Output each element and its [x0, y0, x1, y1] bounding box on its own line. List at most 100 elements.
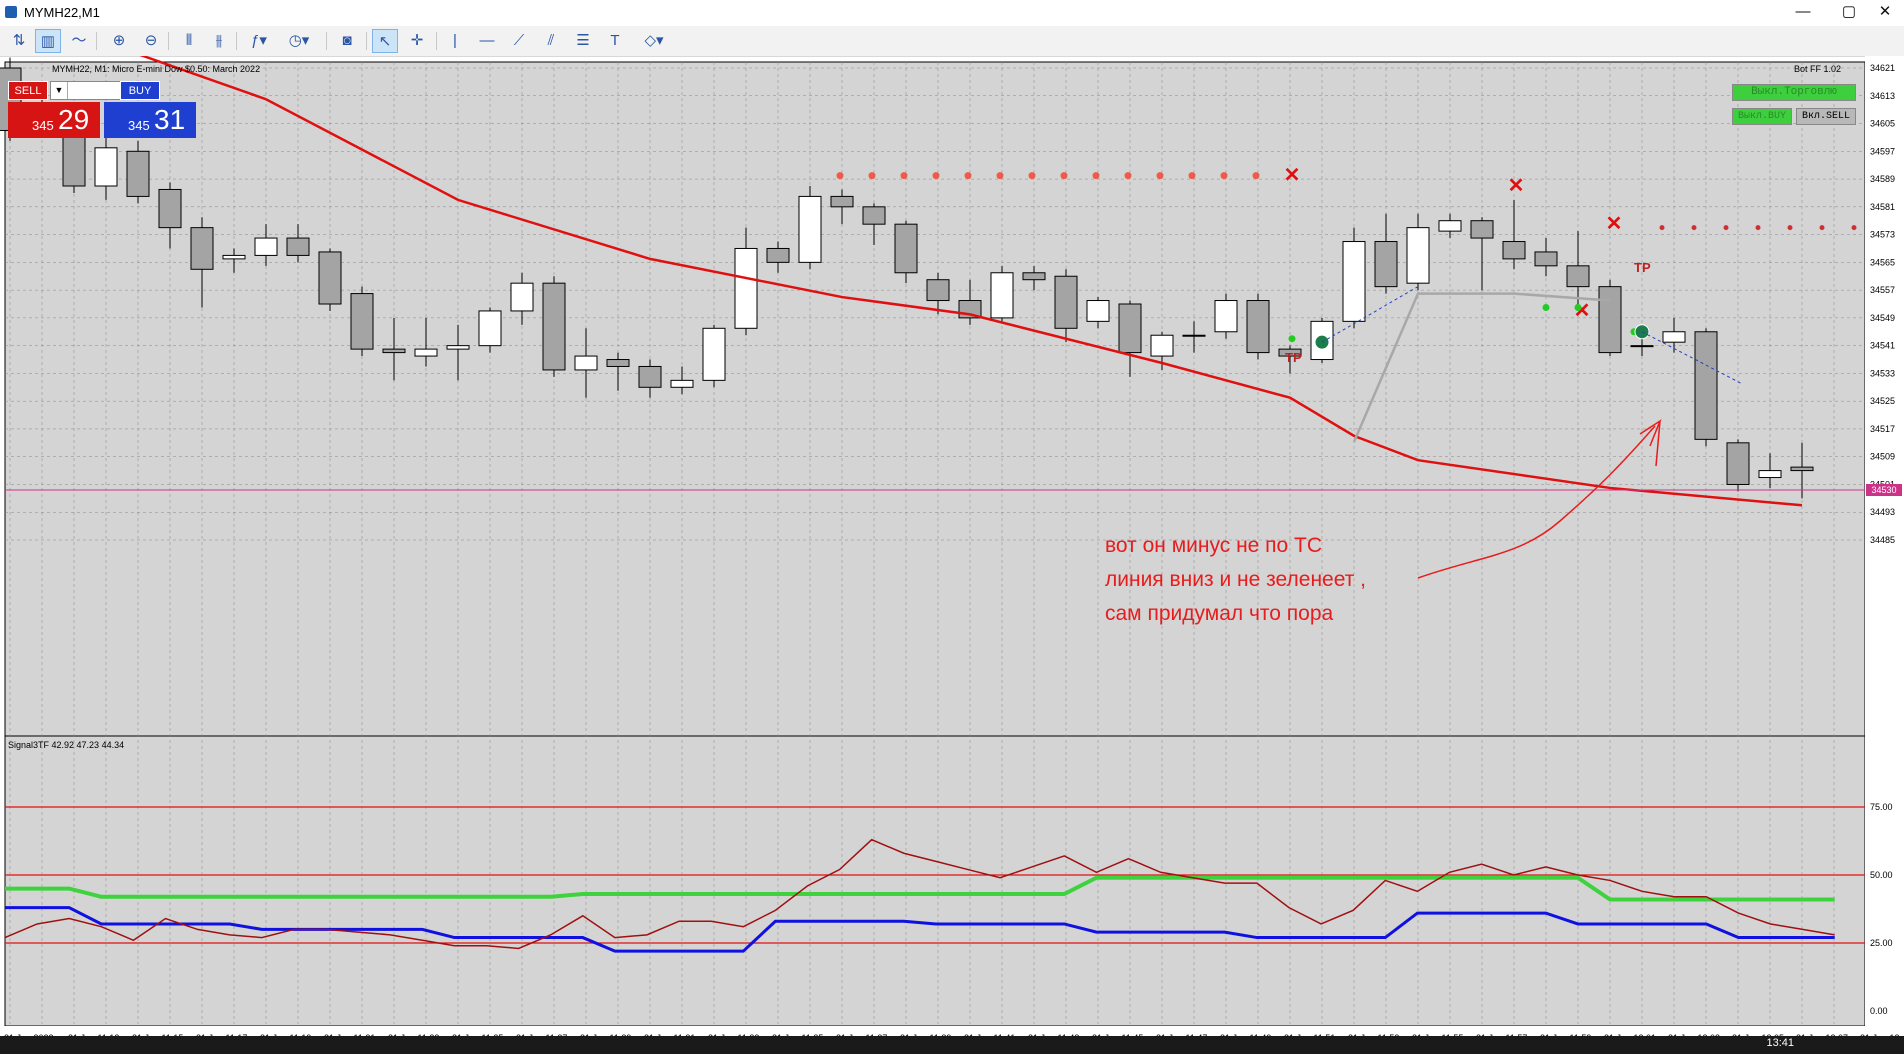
screenshot-icon[interactable]: ◙	[342, 32, 352, 49]
zoom-in-icon[interactable]: ⊕	[112, 32, 126, 49]
candle	[158, 182, 182, 249]
candle-body	[862, 206, 886, 225]
price-tick: 34541	[1870, 341, 1895, 351]
candle-body	[1150, 334, 1174, 357]
entry-dot	[1574, 303, 1582, 311]
candle-body	[94, 147, 118, 187]
sell-on-button[interactable]: Вкл.SELL	[1796, 108, 1856, 125]
sl-dot	[1787, 225, 1793, 231]
price-tick: 34517	[1870, 424, 1895, 434]
toolbar-separator	[436, 32, 437, 50]
candle-body	[1598, 286, 1622, 354]
candle-body	[1534, 251, 1558, 267]
maximize-button[interactable]: ▢	[1841, 3, 1857, 20]
candle-body	[254, 237, 278, 256]
new-order-icon[interactable]: ⇅	[12, 32, 26, 49]
candle-body	[382, 348, 406, 354]
candle-body	[798, 195, 822, 263]
candle-body	[1726, 442, 1750, 485]
candle	[350, 286, 374, 357]
fibonacci-icon[interactable]: ☰	[576, 32, 590, 49]
text-icon[interactable]: T	[610, 32, 620, 49]
candle-body	[190, 227, 214, 270]
zoom-out-icon[interactable]: ⊖	[144, 32, 158, 49]
channel-icon[interactable]: ⫽	[547, 32, 555, 49]
ma-grey-segment	[1352, 292, 1611, 443]
candle-body	[1342, 241, 1366, 322]
lot-dropdown-icon[interactable]: ▼	[51, 82, 68, 99]
periods-icon[interactable]: ◷▾	[288, 32, 310, 49]
shapes-icon[interactable]: ◇▾	[644, 32, 664, 49]
candle	[1758, 453, 1782, 488]
candle-body	[1278, 348, 1302, 357]
candles-icon[interactable]: ▥	[35, 29, 61, 53]
indicators-icon[interactable]: ƒ▾	[251, 32, 267, 49]
indicator-tick: 0.00	[1870, 1006, 1888, 1016]
taskbar-clock: 13:41	[1766, 1037, 1794, 1049]
candle	[1022, 265, 1046, 291]
taskbar: 13:41	[0, 1036, 1904, 1054]
main-chart-pane[interactable]	[4, 61, 1866, 739]
shift-icon[interactable]: ⫵	[215, 32, 223, 49]
candle	[510, 272, 534, 325]
current-price-label: 34530	[1871, 485, 1896, 495]
candle-body	[1758, 470, 1782, 479]
price-tick: 34621	[1870, 63, 1895, 73]
candle-body	[446, 345, 470, 350]
candle-body	[1438, 220, 1462, 232]
candle	[1790, 442, 1814, 499]
vertical-line-icon[interactable]: |	[453, 32, 457, 49]
current-price-tag	[1866, 484, 1902, 496]
candle-body	[1694, 331, 1718, 440]
sl-dot	[1755, 225, 1761, 231]
sell-button[interactable]: SELL	[8, 81, 48, 100]
cursor-icon[interactable]: ↖	[372, 29, 398, 53]
price-tick: 34533	[1870, 368, 1895, 378]
one-click-trading-panel: SELL ▼ 1 ▲ BUY 345 29 345 31	[8, 81, 196, 139]
candle-body	[286, 237, 310, 256]
candle-body	[1406, 227, 1430, 284]
candle-body	[1566, 265, 1590, 288]
ask-price-box[interactable]: 345 31	[104, 102, 196, 138]
toolbar-separator	[326, 32, 327, 50]
trendline-icon[interactable]: ⟋	[513, 32, 525, 49]
candle	[1214, 293, 1238, 339]
sl-dot	[1092, 172, 1100, 180]
candle	[1246, 293, 1270, 360]
sl-dot	[1723, 225, 1729, 231]
tile-icon[interactable]: ⫴	[185, 32, 193, 49]
buy-button[interactable]: BUY	[120, 81, 160, 100]
candle	[1726, 439, 1750, 492]
line-chart-icon[interactable]: 〜	[71, 32, 87, 49]
sl-dot	[964, 172, 972, 180]
candle	[1694, 328, 1718, 447]
candle	[830, 189, 854, 225]
horizontal-line-icon[interactable]: —	[479, 32, 495, 49]
toolbar-separator	[366, 32, 367, 50]
candle	[574, 328, 598, 398]
moving-average	[9, 7, 1803, 507]
sl-dot	[1060, 172, 1068, 180]
title-bar: MYMH22,M1 — ▢ ✕	[0, 0, 1904, 26]
annotation-line-1: вот он минус не по ТС	[1105, 534, 1322, 557]
candle	[1086, 297, 1110, 329]
minimize-button[interactable]: —	[1795, 3, 1811, 20]
indicator-tick: 25.00	[1870, 938, 1893, 948]
chart-header: MYMH22, M1: Micro E-mini Dow $0.50: Marc…	[52, 64, 260, 74]
price-tick: 34597	[1870, 146, 1895, 156]
price-tick: 34613	[1870, 91, 1895, 101]
sl-dot	[1028, 172, 1036, 180]
chart-window[interactable]: 34621 34613 34605 34597 34589 34581 34573 34565…	[0, 7, 1904, 1048]
bid-price-box[interactable]: 345 29	[8, 102, 100, 138]
sl-dot	[1220, 172, 1228, 180]
crosshair-icon[interactable]: ✛	[410, 32, 424, 49]
trade-off-button[interactable]: Выкл.Торговлю	[1732, 84, 1856, 101]
buy-off-button[interactable]: Выкл.BUY	[1732, 108, 1792, 125]
candle	[606, 352, 630, 391]
close-cross-icon: ✕	[1508, 175, 1525, 197]
candle	[1374, 213, 1398, 294]
sl-dot	[932, 172, 940, 180]
candle-body	[1118, 303, 1142, 354]
candle-body	[734, 247, 758, 329]
close-button[interactable]: ✕	[1878, 3, 1892, 20]
